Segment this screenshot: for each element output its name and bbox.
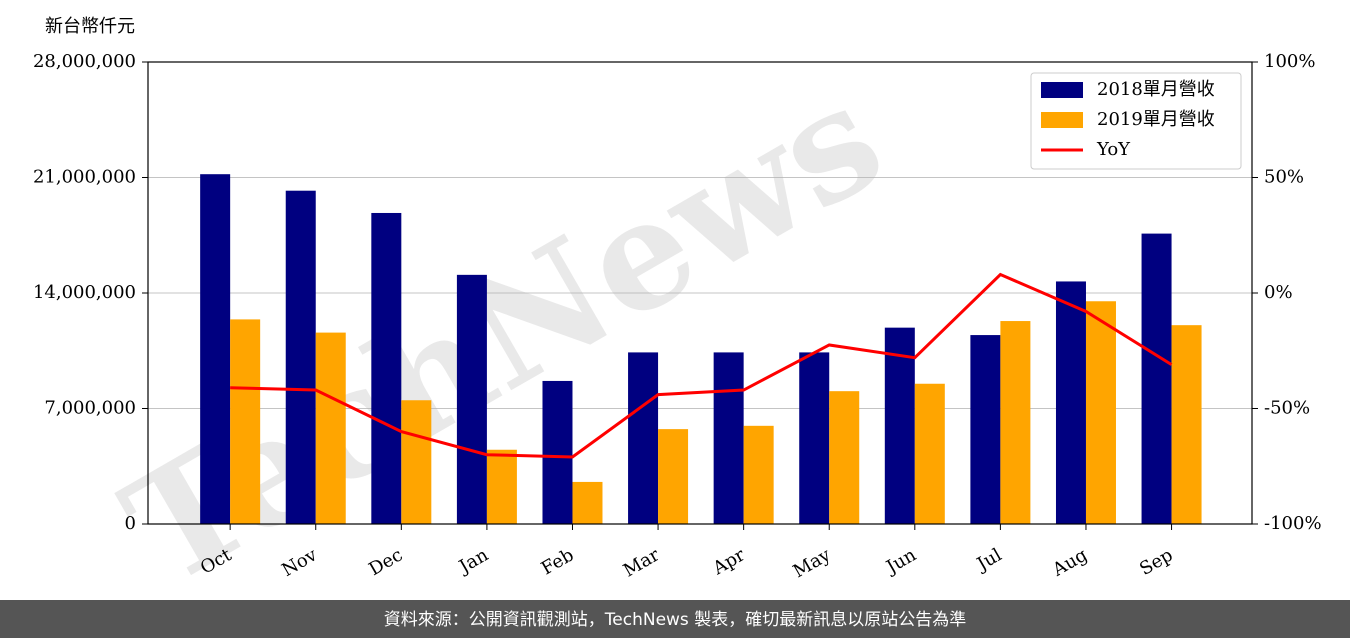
bar [1055, 281, 1086, 524]
x-tick-label: May [790, 544, 835, 582]
legend-label: 2018單月營收 [1097, 79, 1215, 100]
unit-label: 新台幣仟元 [45, 16, 135, 37]
plot-frame [147, 61, 1253, 525]
x-tick-label: Sep [1136, 544, 1176, 579]
y-tick-label: 14,000,000 [33, 282, 136, 303]
bar [401, 400, 432, 524]
x-tick-label: Aug [1048, 544, 1091, 581]
y2-tick-label: -100% [1264, 513, 1322, 534]
legend-swatch [1041, 82, 1083, 98]
line [230, 272, 1173, 459]
bar [371, 212, 402, 524]
footer: 資料來源：公開資訊觀測站，TechNews 製表，確切最新訊息以原站公告為準 [384, 610, 966, 630]
bar [884, 327, 915, 524]
y2-tick-label: -50% [1264, 398, 1310, 419]
bar [658, 429, 689, 524]
y2-tick-label: 0% [1264, 282, 1293, 303]
bar [1000, 321, 1031, 524]
bar [456, 274, 487, 524]
y2-tick-label: 100% [1264, 51, 1315, 72]
bar [200, 174, 231, 524]
bar [1171, 325, 1202, 524]
x-tick-label: Feb [538, 544, 578, 579]
y-tick-label: 28,000,000 [33, 51, 136, 72]
x-tick-label: Jul [972, 544, 1006, 576]
bar [713, 352, 744, 524]
bar [1141, 233, 1172, 524]
x-tick-label: Mar [620, 544, 664, 581]
bar [799, 352, 830, 524]
footer-bar [0, 600, 1350, 638]
y-tick-label: 7,000,000 [44, 398, 136, 419]
bar [914, 383, 945, 524]
bar [1085, 301, 1116, 524]
x-tick-label: Jan [454, 544, 492, 578]
bar [572, 481, 603, 524]
bar [628, 352, 659, 524]
bar [486, 449, 517, 524]
legend-swatch [1041, 112, 1083, 128]
y-tick-label: 21,000,000 [33, 167, 136, 188]
x-tick-label: Jun [881, 544, 920, 579]
bar [542, 380, 573, 524]
bar [315, 332, 346, 524]
bar [285, 190, 316, 524]
bar [829, 391, 860, 524]
legend-box [1030, 72, 1242, 170]
legend-label: 2019單月營收 [1097, 109, 1215, 130]
bar [743, 425, 774, 524]
x-tick-label: Apr [709, 544, 749, 579]
legend-label: YoY [1096, 139, 1131, 160]
bar [970, 335, 1001, 524]
bar [230, 319, 261, 524]
x-tick-label: Dec [365, 544, 406, 580]
y-tick-label: 0 [125, 513, 136, 534]
y2-tick-label: 50% [1264, 167, 1304, 188]
